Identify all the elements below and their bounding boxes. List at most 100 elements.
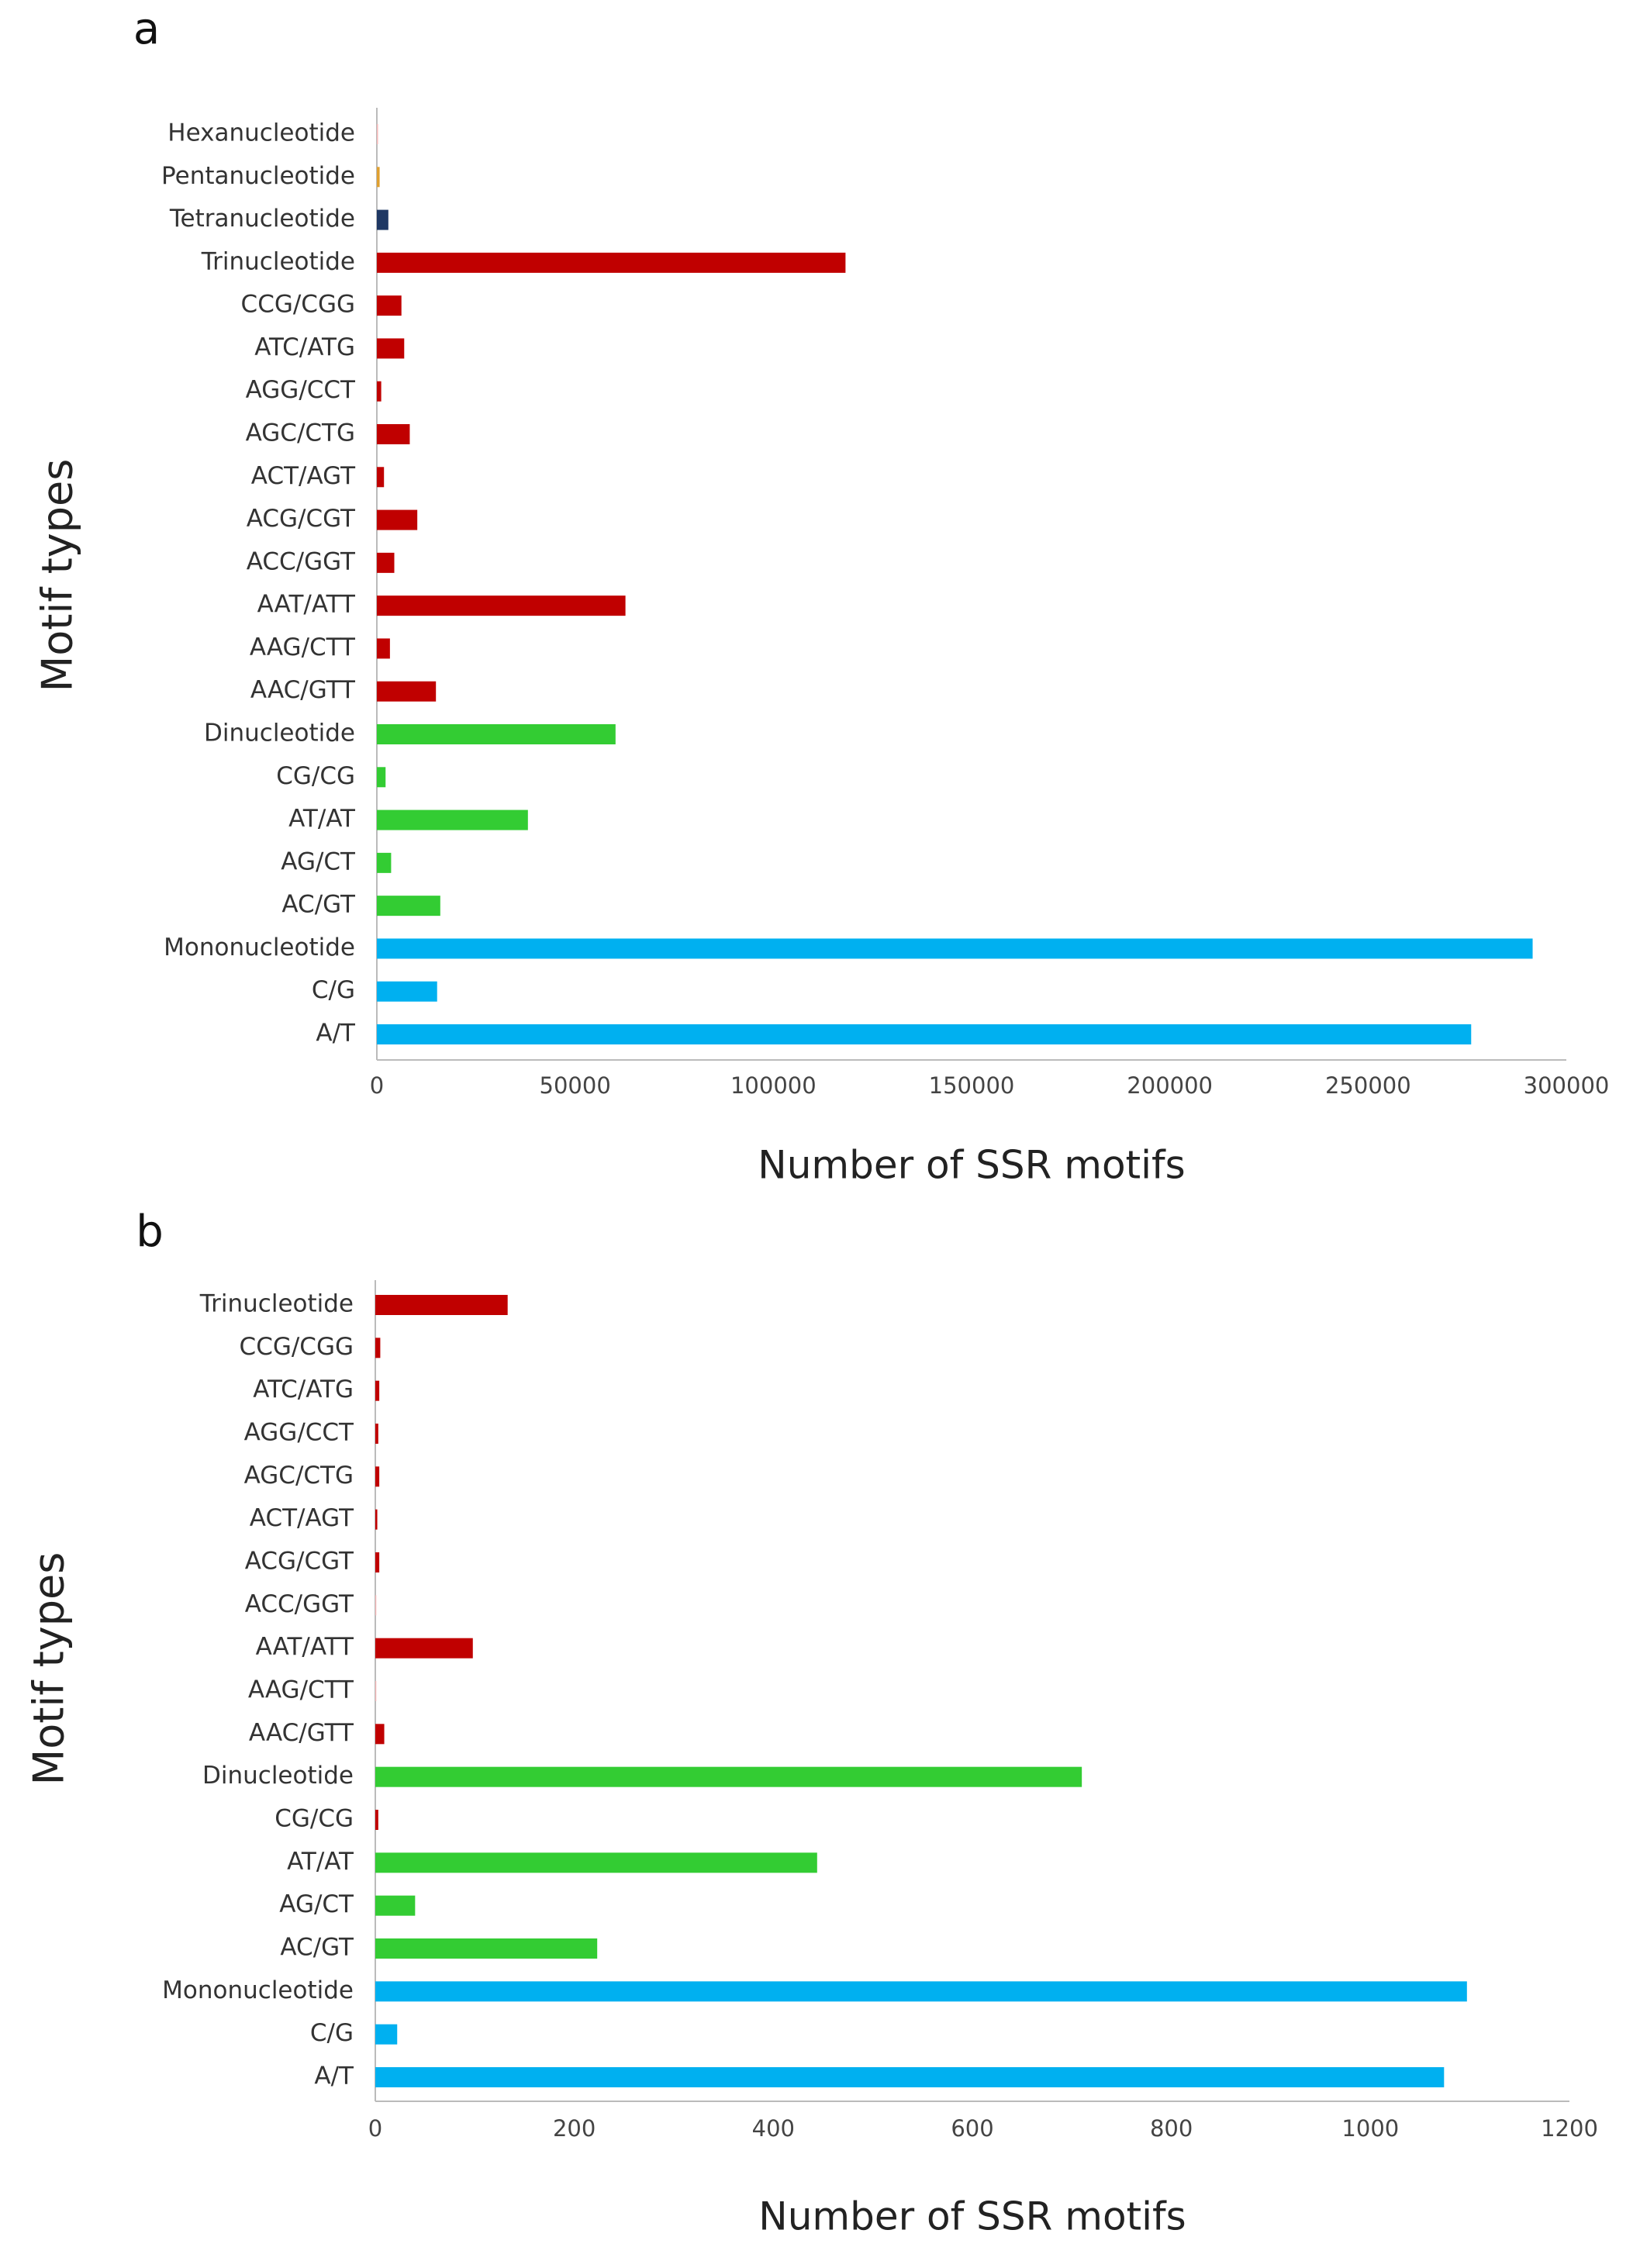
x-tick-label: 150000	[929, 1072, 1015, 1099]
bar	[377, 896, 440, 917]
y-tick-label: AAC/GTT	[250, 676, 356, 704]
bar	[377, 467, 385, 488]
y-tick-label: Trinucleotide	[199, 1290, 354, 1318]
bar	[375, 1338, 381, 1358]
y-tick-label: AGG/CCT	[244, 1419, 354, 1447]
y-tick-label: Pentanucleotide	[161, 162, 355, 190]
y-tick-label: AAC/GTT	[249, 1719, 354, 1747]
bar	[377, 295, 402, 316]
x-tick-label: 300000	[1524, 1072, 1610, 1099]
panel-label: a	[133, 4, 160, 54]
bar	[377, 424, 410, 444]
y-tick-label: AAT/ATT	[256, 1633, 354, 1661]
bar	[377, 638, 390, 659]
x-tick-label: 1000	[1341, 2115, 1399, 2142]
y-tick-label: ATC/ATG	[253, 1376, 354, 1403]
bar	[377, 724, 616, 744]
x-tick-label: 200000	[1127, 1072, 1213, 1099]
y-tick-label: AG/CT	[281, 847, 356, 875]
bar	[375, 1895, 416, 1916]
x-tick-label: 200	[553, 2115, 596, 2142]
y-tick-label: AGC/CTG	[246, 419, 355, 447]
x-tick-label: 400	[752, 2115, 795, 2142]
y-tick-label: Mononucleotide	[162, 1976, 354, 2004]
bar	[375, 1595, 377, 1616]
y-axis-title: Motif types	[25, 1552, 74, 1786]
x-tick-label: 0	[370, 1072, 384, 1099]
y-tick-label: Tetranucleotide	[169, 205, 355, 233]
y-tick-label: A/T	[316, 1020, 356, 1048]
bar	[377, 381, 382, 402]
y-tick-label: Mononucleotide	[164, 934, 355, 961]
bar	[377, 681, 437, 702]
y-axis-title: Motif types	[33, 459, 82, 692]
bar	[375, 1852, 817, 1873]
bar	[377, 252, 846, 273]
y-tick-label: Dinucleotide	[204, 720, 355, 747]
bar	[377, 124, 378, 144]
bar	[377, 338, 405, 359]
bar	[375, 1766, 1082, 1787]
y-tick-label: Trinucleotide	[201, 247, 355, 275]
x-axis-title: Number of SSR motifs	[758, 2194, 1186, 2239]
bar	[377, 209, 388, 230]
bar	[377, 767, 386, 788]
bar	[377, 1024, 1472, 1044]
y-tick-label: AAG/CTT	[250, 633, 356, 661]
bar	[377, 552, 395, 573]
x-tick-label: 1200	[1541, 2115, 1598, 2142]
y-tick-label: ACT/AGT	[251, 462, 356, 490]
bar	[375, 2067, 1445, 2087]
y-tick-label: CG/CG	[276, 762, 355, 790]
bar	[375, 2024, 398, 2045]
bar	[377, 981, 437, 1002]
bar	[375, 1466, 380, 1487]
y-tick-label: AGC/CTG	[244, 1462, 354, 1490]
y-tick-label: A/T	[314, 2063, 354, 2090]
y-tick-label: AT/AT	[287, 1848, 354, 1876]
y-tick-label: AAG/CTT	[248, 1676, 354, 1704]
y-tick-label: AAT/ATT	[257, 591, 356, 619]
bar	[375, 1380, 380, 1401]
y-tick-label: CCG/CGG	[240, 1333, 354, 1361]
bar	[377, 852, 392, 873]
bar	[375, 1981, 1467, 2002]
y-tick-label: CCG/CGG	[241, 291, 355, 319]
x-tick-label: 50000	[540, 1072, 611, 1099]
bar	[375, 1552, 380, 1572]
bar	[375, 1638, 473, 1659]
bar	[375, 1424, 378, 1444]
panel-label: b	[136, 1206, 164, 1257]
bar	[375, 1810, 378, 1830]
bar	[375, 1724, 385, 1745]
y-tick-label: C/G	[310, 2019, 354, 2047]
y-tick-label: ACC/GGT	[245, 1590, 354, 1618]
bar	[375, 1938, 598, 1959]
bar	[377, 810, 528, 830]
x-tick-label: 250000	[1325, 1072, 1411, 1099]
x-tick-label: 800	[1150, 2115, 1193, 2142]
x-axis-title: Number of SSR motifs	[758, 1143, 1185, 1188]
y-tick-label: Hexanucleotide	[167, 119, 355, 147]
y-tick-label: CG/CG	[274, 1805, 354, 1833]
bar	[377, 938, 1533, 959]
y-tick-label: ACT/AGT	[250, 1504, 354, 1532]
bar	[375, 1295, 508, 1315]
bar	[377, 595, 626, 616]
y-tick-label: AG/CT	[279, 1890, 354, 1918]
y-tick-label: ACG/CGT	[245, 1548, 354, 1576]
x-tick-label: 100000	[730, 1072, 817, 1099]
bar	[375, 1509, 378, 1530]
y-tick-label: ATC/ATG	[254, 333, 355, 361]
y-tick-label: Dinucleotide	[202, 1762, 354, 1790]
x-tick-label: 0	[368, 2115, 382, 2142]
y-tick-label: C/G	[312, 976, 355, 1004]
y-tick-label: AC/GT	[280, 1934, 354, 1962]
bar	[377, 167, 380, 188]
bar	[377, 509, 418, 530]
y-tick-label: AC/GT	[281, 891, 356, 919]
y-tick-label: ACC/GGT	[247, 547, 356, 575]
bar	[375, 1681, 377, 1701]
x-tick-label: 600	[951, 2115, 993, 2142]
